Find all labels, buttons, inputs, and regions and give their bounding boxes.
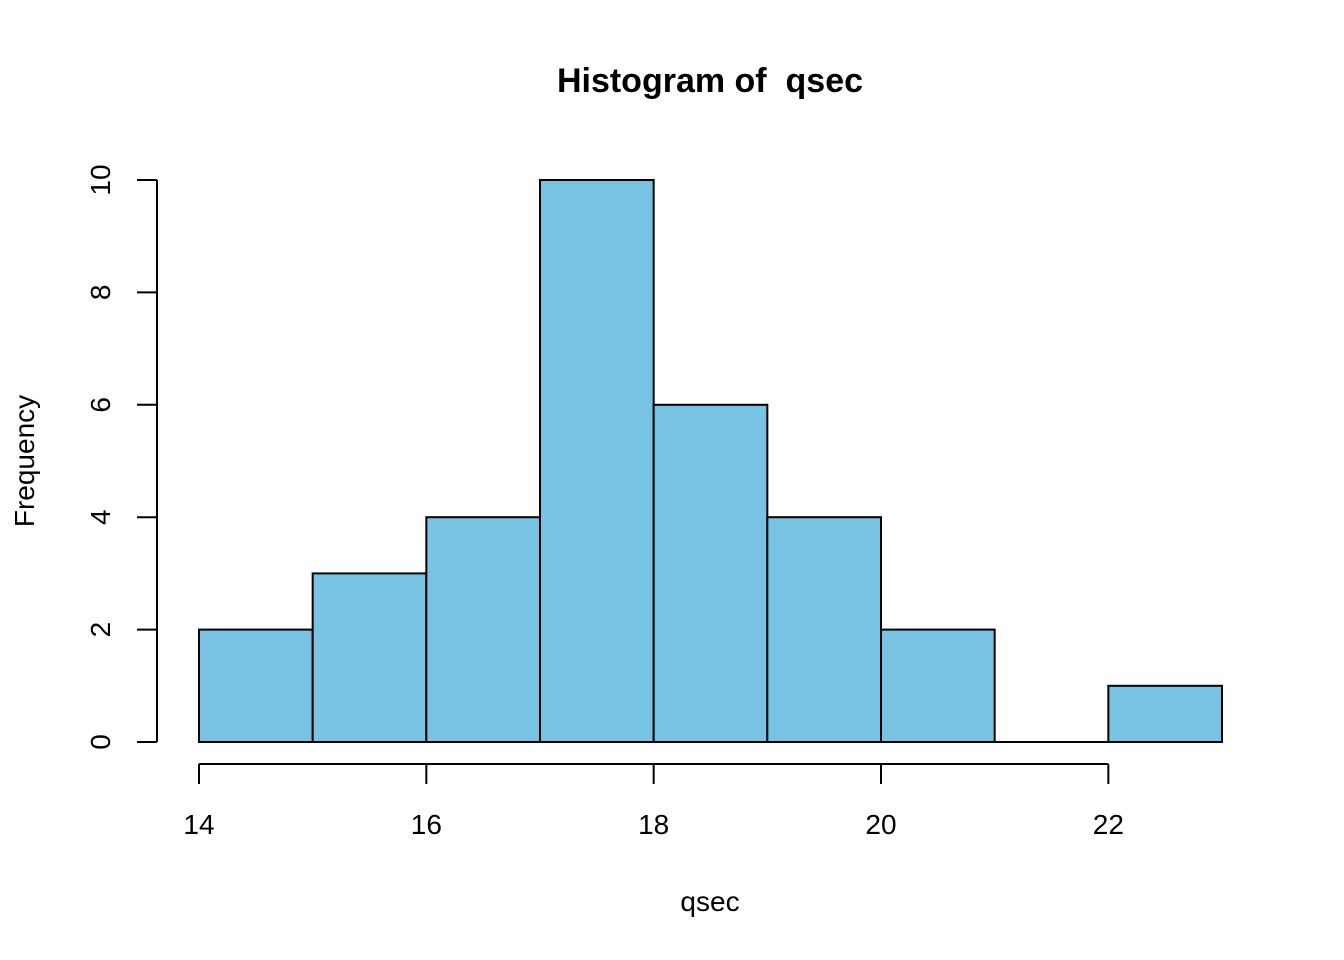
x-axis: 14 16 18 20 22 [183,763,1124,840]
histogram-bar [539,179,655,743]
y-tick-label: 8 [85,285,116,301]
x-tick-label: 20 [865,809,896,840]
y-tick-label: 4 [85,509,116,525]
histogram-bar [766,516,882,744]
x-tick-label: 14 [183,809,214,840]
y-axis-label: Frequency [9,395,40,527]
y-tick-label: 0 [85,734,116,750]
x-tick-label: 22 [1093,809,1124,840]
histogram-bar [1107,684,1224,743]
bars-group [198,179,1224,744]
histogram-bar [198,628,314,743]
histogram-bar [311,572,428,744]
y-axis: 0 2 4 6 8 10 [85,164,158,750]
x-ticks-group: 14 16 18 20 22 [183,764,1124,840]
x-tick-label: 16 [411,809,442,840]
histogram-bar [652,403,769,743]
x-axis-label: qsec [680,886,739,917]
x-tick-label: 18 [638,809,669,840]
histogram-bar [880,628,996,743]
y-tick-label: 6 [85,397,116,413]
y-ticks-group: 0 2 4 6 8 10 [85,164,157,750]
y-tick-label: 2 [85,622,116,638]
y-tick-label: 10 [85,164,116,195]
histogram-bar [425,516,542,744]
chart-title: Histogram of qsec [557,62,863,100]
